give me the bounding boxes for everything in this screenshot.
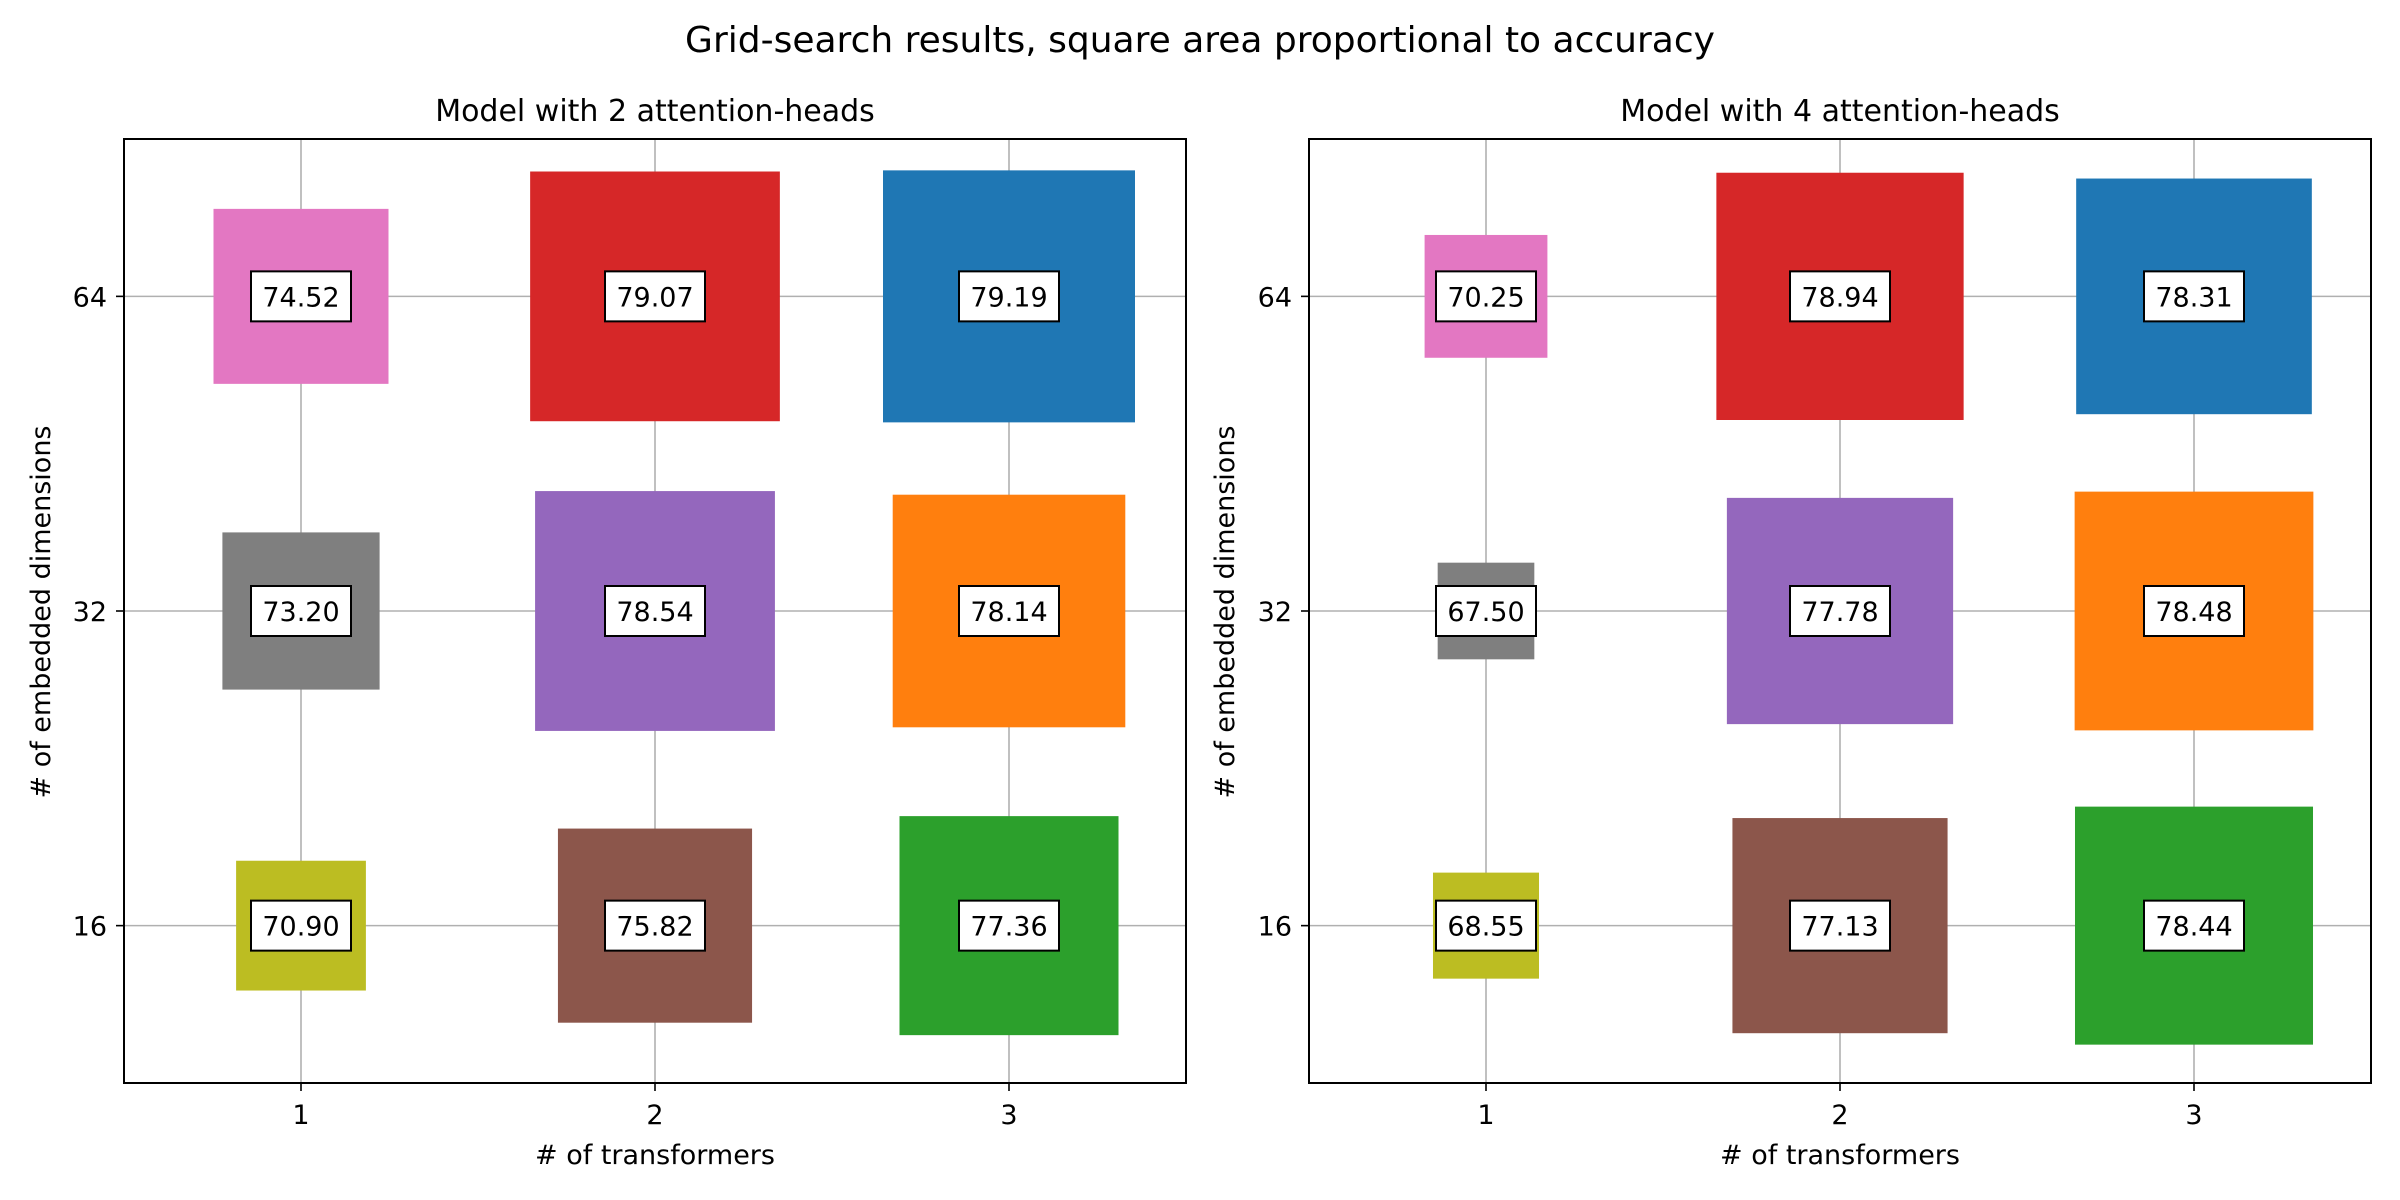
value-label: 78.94 <box>1801 282 1878 313</box>
value-label-box <box>250 270 352 323</box>
value-label-box <box>250 585 352 637</box>
value-label-box <box>604 899 706 952</box>
value-label: 70.25 <box>1447 282 1524 313</box>
panel-2-heads: Model with 2 attention-heads # of transf… <box>26 94 1187 1171</box>
value-label-box <box>958 585 1060 637</box>
x-tick-label: 3 <box>2185 1100 2202 1131</box>
value-label: 78.44 <box>2155 912 2232 943</box>
value-label-box <box>958 270 1060 323</box>
value-label: 78.14 <box>970 597 1047 628</box>
value-labels: 70.25 78.94 78.31 67.50 77.78 78.48 68.55 77.13… <box>1435 270 2245 952</box>
value-label-box <box>2143 585 2245 637</box>
value-label-box <box>2143 270 2245 323</box>
value-label: 77.13 <box>1801 912 1878 943</box>
value-label: 79.19 <box>970 282 1047 313</box>
value-label-box <box>1789 585 1891 637</box>
value-label: 74.52 <box>262 282 339 313</box>
value-label-box <box>1435 899 1537 952</box>
x-axis-label: # of transformers <box>1720 1140 1960 1171</box>
value-label: 78.31 <box>2155 282 2232 313</box>
y-tick-label: 64 <box>1258 282 1292 313</box>
panel-title: Model with 2 attention-heads <box>435 94 875 129</box>
value-labels: 74.52 79.07 79.19 73.20 78.54 78.14 70.90 75.82… <box>250 270 1060 952</box>
y-tick-label: 16 <box>73 912 107 943</box>
value-label-box <box>1789 899 1891 952</box>
value-label-box <box>250 899 352 952</box>
value-label: 73.20 <box>262 597 339 628</box>
value-label-box <box>604 585 706 637</box>
value-label-box <box>2143 899 2245 952</box>
y-tick-label: 64 <box>73 282 107 313</box>
y-tick-label: 32 <box>73 597 107 628</box>
value-label: 67.50 <box>1447 597 1524 628</box>
y-axis-label: # of embedded dimensions <box>1210 425 1241 798</box>
y-axis-label: # of embedded dimensions <box>26 425 57 798</box>
value-label: 77.78 <box>1801 597 1878 628</box>
plot-frame <box>123 138 1187 1084</box>
value-label: 77.36 <box>970 912 1047 943</box>
plot-frame <box>1308 138 2372 1084</box>
axis-ticks: 1 2 3 16 32 64 <box>73 282 1018 1131</box>
value-label: 68.55 <box>1447 912 1524 943</box>
axis-ticks: 1 2 3 16 32 64 <box>1258 282 2203 1131</box>
value-label: 79.07 <box>616 282 693 313</box>
x-tick-label: 3 <box>1000 1100 1017 1131</box>
value-label-box <box>604 270 706 323</box>
panel-title: Model with 4 attention-heads <box>1620 94 2060 129</box>
panel-4-heads: Model with 4 attention-heads # of transf… <box>1210 94 2372 1171</box>
value-label: 75.82 <box>616 912 693 943</box>
y-tick-label: 16 <box>1258 912 1292 943</box>
value-label-box <box>958 899 1060 952</box>
value-label: 78.48 <box>2155 597 2232 628</box>
x-tick-label: 1 <box>292 1100 309 1131</box>
value-label-box <box>1789 270 1891 323</box>
y-tick-label: 32 <box>1258 597 1292 628</box>
value-label-box <box>1435 270 1537 323</box>
value-label: 78.54 <box>616 597 693 628</box>
figure-title: Grid-search results, square area proport… <box>685 20 1715 61</box>
x-tick-label: 2 <box>1831 1100 1848 1131</box>
value-label-box <box>1435 585 1537 637</box>
value-label: 70.90 <box>262 912 339 943</box>
x-tick-label: 1 <box>1477 1100 1494 1131</box>
x-tick-label: 2 <box>646 1100 663 1131</box>
x-axis-label: # of transformers <box>535 1140 775 1171</box>
